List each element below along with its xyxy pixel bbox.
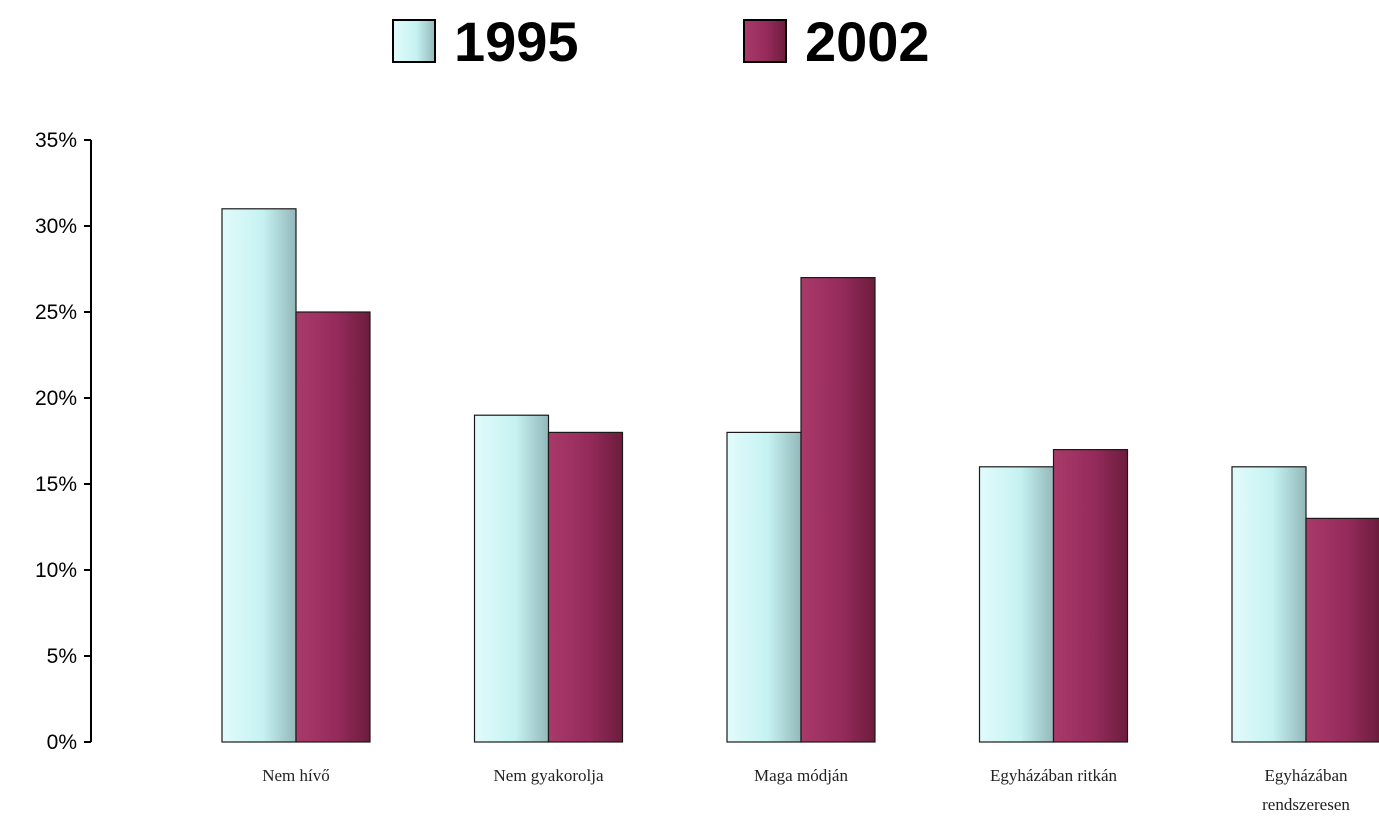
bar-group xyxy=(726,277,876,743)
y-axis: 0% 5% 10% 15% 20% 25% 30% 35% xyxy=(35,129,92,754)
x-category-label: Nem hívő xyxy=(262,766,330,785)
y-tick-label: 5% xyxy=(47,645,77,668)
bar-2002 xyxy=(547,431,624,743)
bar-2002 xyxy=(800,277,876,743)
y-tick-label: 20% xyxy=(35,387,77,410)
bar-1995 xyxy=(1231,466,1307,743)
y-tick-label: 0% xyxy=(47,731,77,754)
bar-2002 xyxy=(295,311,371,743)
bar-group xyxy=(221,208,371,743)
bar-2002 xyxy=(1052,449,1129,743)
x-category-label: Nem gyakorolja xyxy=(494,766,604,785)
bar-1995 xyxy=(221,208,297,743)
x-category-label: Egyházában ritkán xyxy=(990,766,1117,785)
bar-group xyxy=(473,414,624,743)
bar-group xyxy=(1231,466,1379,743)
legend-item-1995: 1995 xyxy=(392,10,579,73)
legend-label-2002: 2002 xyxy=(805,10,930,73)
y-tick-label: 30% xyxy=(35,215,77,238)
bars xyxy=(221,208,1379,743)
bar-1995 xyxy=(978,466,1055,743)
legend-swatch-2002 xyxy=(743,19,787,63)
y-tick-label: 15% xyxy=(35,473,77,496)
legend-label-1995: 1995 xyxy=(454,10,579,73)
y-tick-label: 35% xyxy=(35,129,77,152)
x-category-label: Maga módján xyxy=(754,766,848,785)
y-tick-label: 25% xyxy=(35,301,77,324)
bar-1995 xyxy=(473,414,550,743)
legend-swatch-1995 xyxy=(392,19,436,63)
legend: 1995 2002 xyxy=(392,10,930,73)
x-category-label: Egyházában rendszeresen xyxy=(1262,766,1350,814)
legend-item-2002: 2002 xyxy=(743,10,930,73)
bar-1995 xyxy=(726,431,802,743)
x-axis-labels: Nem hívő Nem gyakorolja Maga módján Egyházá… xyxy=(262,766,1350,814)
bar-group xyxy=(978,449,1129,743)
bar-2002 xyxy=(1305,517,1379,743)
y-tick-label: 10% xyxy=(35,559,77,582)
